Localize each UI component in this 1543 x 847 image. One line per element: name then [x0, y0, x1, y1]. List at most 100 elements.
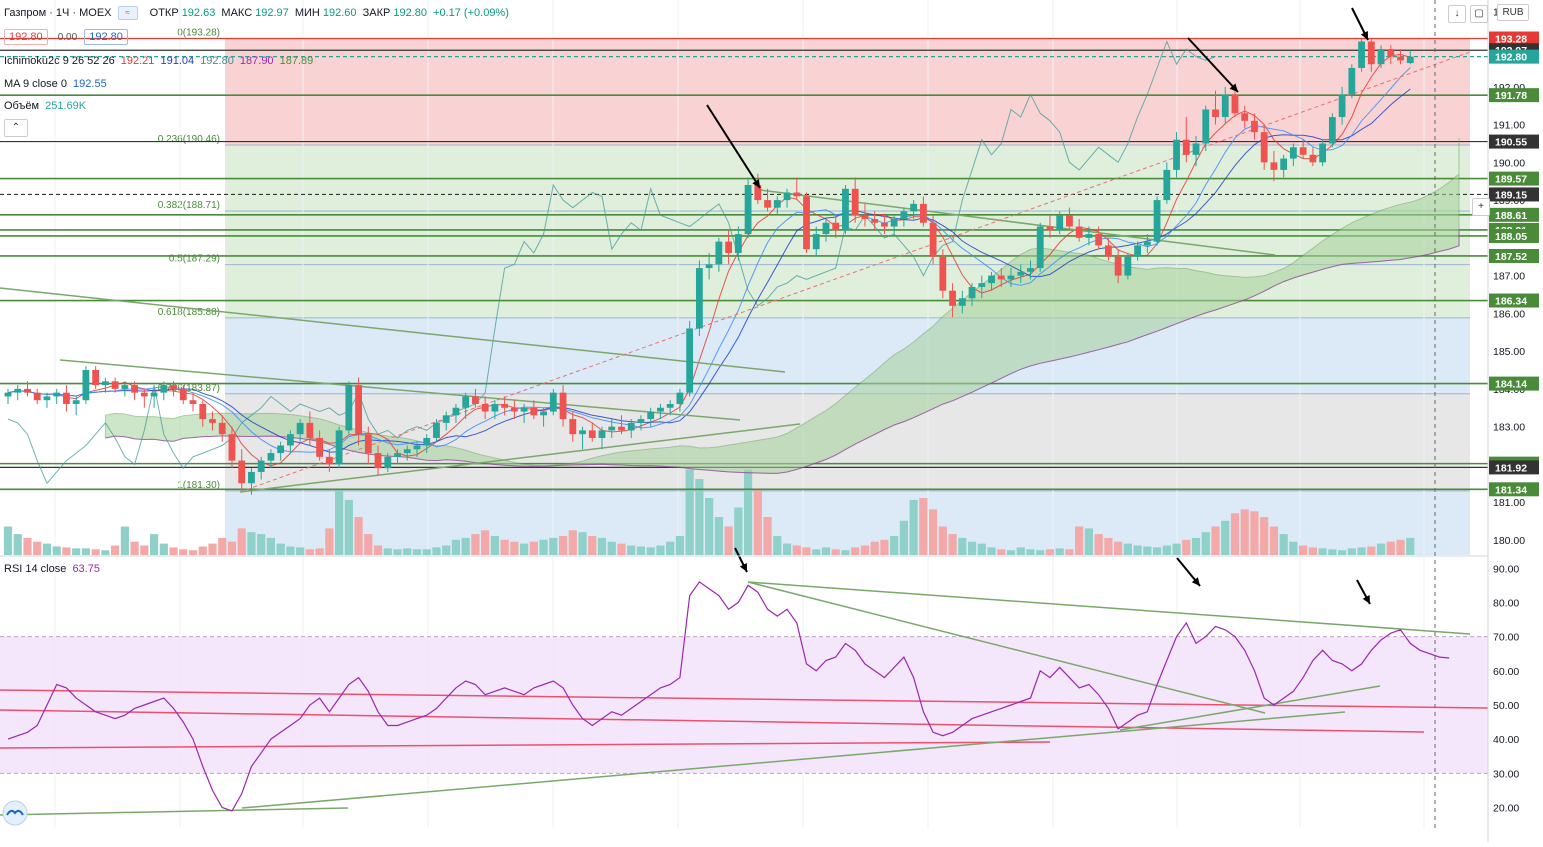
price-tick-14: 180.00 [1493, 535, 1525, 547]
close-value: 192.80 [393, 6, 427, 19]
fullscreen-icon[interactable]: ▢ [1470, 5, 1488, 23]
volume-bar-122 [1191, 537, 1201, 555]
volume-bar-99 [967, 541, 977, 555]
candle-body-58 [569, 419, 577, 435]
volume-bar-89 [870, 541, 879, 555]
volume-bar-29 [286, 546, 295, 555]
fib-label-5: 0.786(183.87) [158, 383, 220, 394]
ichimoku-label[interactable]: Ichimoku2c 9 26 52 26 [4, 55, 115, 67]
candle-body-122 [1192, 143, 1200, 155]
candle-body-144 [1406, 56, 1414, 64]
volume-bar-98 [958, 537, 967, 555]
candle-body-81 [793, 192, 801, 197]
volume-bar-126 [1230, 513, 1240, 555]
price-tag-bg-5 [1489, 171, 1539, 186]
ichimoku-span-a: 187.90 [239, 55, 274, 67]
volume-bar-94 [919, 498, 928, 555]
price-tag-bg-2 [1489, 49, 1539, 64]
ask-price-button[interactable]: 192.80 [84, 29, 128, 45]
candle-body-59 [579, 430, 586, 435]
price-tick-7: 187.00 [1493, 271, 1525, 283]
rsi-tick-4: 50.00 [1493, 700, 1519, 712]
price-tag-14: 181.92 [1495, 462, 1527, 474]
price-tick-8: 186.00 [1493, 308, 1525, 320]
volume-bar-71 [695, 479, 704, 555]
candle-body-52 [510, 407, 518, 412]
rsi-tick-0: 90.00 [1493, 563, 1519, 575]
candle-body-53 [520, 407, 528, 412]
bid-price-button[interactable]: 192.80 [4, 29, 48, 45]
candle-body-105 [1027, 268, 1034, 272]
candle-body-60 [588, 430, 596, 438]
candle-body-98 [958, 298, 966, 306]
volume-bar-49 [481, 530, 490, 555]
candle-body-4 [43, 396, 51, 401]
scroll-down-icon[interactable]: ↓ [1448, 5, 1466, 23]
candle-body-134 [1309, 154, 1317, 163]
volume-bar-20 [198, 546, 207, 555]
volume-bar-41 [403, 548, 412, 555]
candle-body-128 [1251, 120, 1258, 133]
volume-bar-78 [763, 517, 772, 555]
candle-body-112 [1095, 234, 1103, 246]
fib-label-3: 0.5(187.29) [169, 254, 220, 265]
volume-bar-17 [169, 547, 178, 555]
volume-bar-50 [490, 536, 499, 555]
symbol-title[interactable]: Газпром · 1Ч · MOEX [4, 6, 112, 19]
volume-bar-74 [724, 526, 733, 555]
fib-label-2: 0.382(188.71) [158, 200, 220, 211]
candle-body-126 [1231, 94, 1239, 114]
candle-body-79 [773, 200, 781, 208]
volume-bar-124 [1211, 526, 1220, 555]
fib-label-0: 0(193.28) [177, 28, 220, 39]
volume-bar-11 [111, 545, 120, 555]
volume-bar-19 [188, 550, 198, 555]
volume-bar-111 [1084, 528, 1094, 555]
candle-body-29 [286, 434, 294, 446]
trendline-descending-2 [59, 359, 741, 421]
compare-icon[interactable]: ≈ [117, 6, 138, 20]
candle-body-19 [189, 400, 197, 404]
price-tag-bg-3 [1489, 88, 1539, 103]
volume-bar-46 [451, 539, 461, 555]
candle-body-93 [910, 203, 918, 212]
volume-bar-81 [792, 545, 801, 555]
volume-bar-8 [81, 548, 90, 555]
candle-body-11 [111, 381, 119, 389]
candle-body-17 [170, 385, 177, 389]
currency-button[interactable]: RUB [1497, 4, 1529, 21]
volume-bar-27 [266, 537, 276, 555]
low-label: МИН [294, 6, 320, 19]
volume-bar-12 [120, 526, 129, 555]
candle-body-85 [832, 222, 840, 231]
candle-body-136 [1328, 117, 1336, 144]
volume-label[interactable]: Объём [4, 100, 40, 112]
volume-bar-36 [354, 517, 363, 555]
ichimoku-conversion: 192.21 [120, 55, 155, 67]
volume-bar-128 [1250, 511, 1259, 555]
candle-body-2 [24, 388, 31, 393]
volume-bar-0 [3, 526, 13, 555]
volume-bar-119 [1162, 545, 1171, 555]
rsi-label[interactable]: RSI 14 close [4, 563, 67, 575]
ichimoku-lagging-line [7, 40, 1216, 485]
ma-label[interactable]: MA 9 close 0 [4, 78, 67, 90]
volume-bar-116 [1133, 545, 1142, 555]
candle-body-115 [1124, 256, 1132, 276]
volume-bar-107 [1045, 549, 1055, 555]
price-tick-9: 185.00 [1493, 346, 1525, 358]
volume-bar-134 [1308, 547, 1317, 555]
volume-bar-115 [1123, 543, 1132, 555]
collapse-legend-button[interactable]: ⌃ [4, 119, 28, 137]
candle-body-23 [228, 434, 236, 461]
volume-bar-23 [227, 541, 237, 555]
rsi-tick-7: 20.00 [1493, 802, 1519, 814]
volume-bar-67 [656, 545, 665, 555]
volume-bar-123 [1201, 532, 1210, 555]
crosshair-plus-icon[interactable]: + [1472, 198, 1490, 216]
open-value: 192.63 [181, 6, 216, 19]
candle-body-27 [267, 453, 275, 461]
candle-body-135 [1319, 143, 1327, 163]
rsi-arrow-annotation-3-head [1362, 595, 1370, 604]
